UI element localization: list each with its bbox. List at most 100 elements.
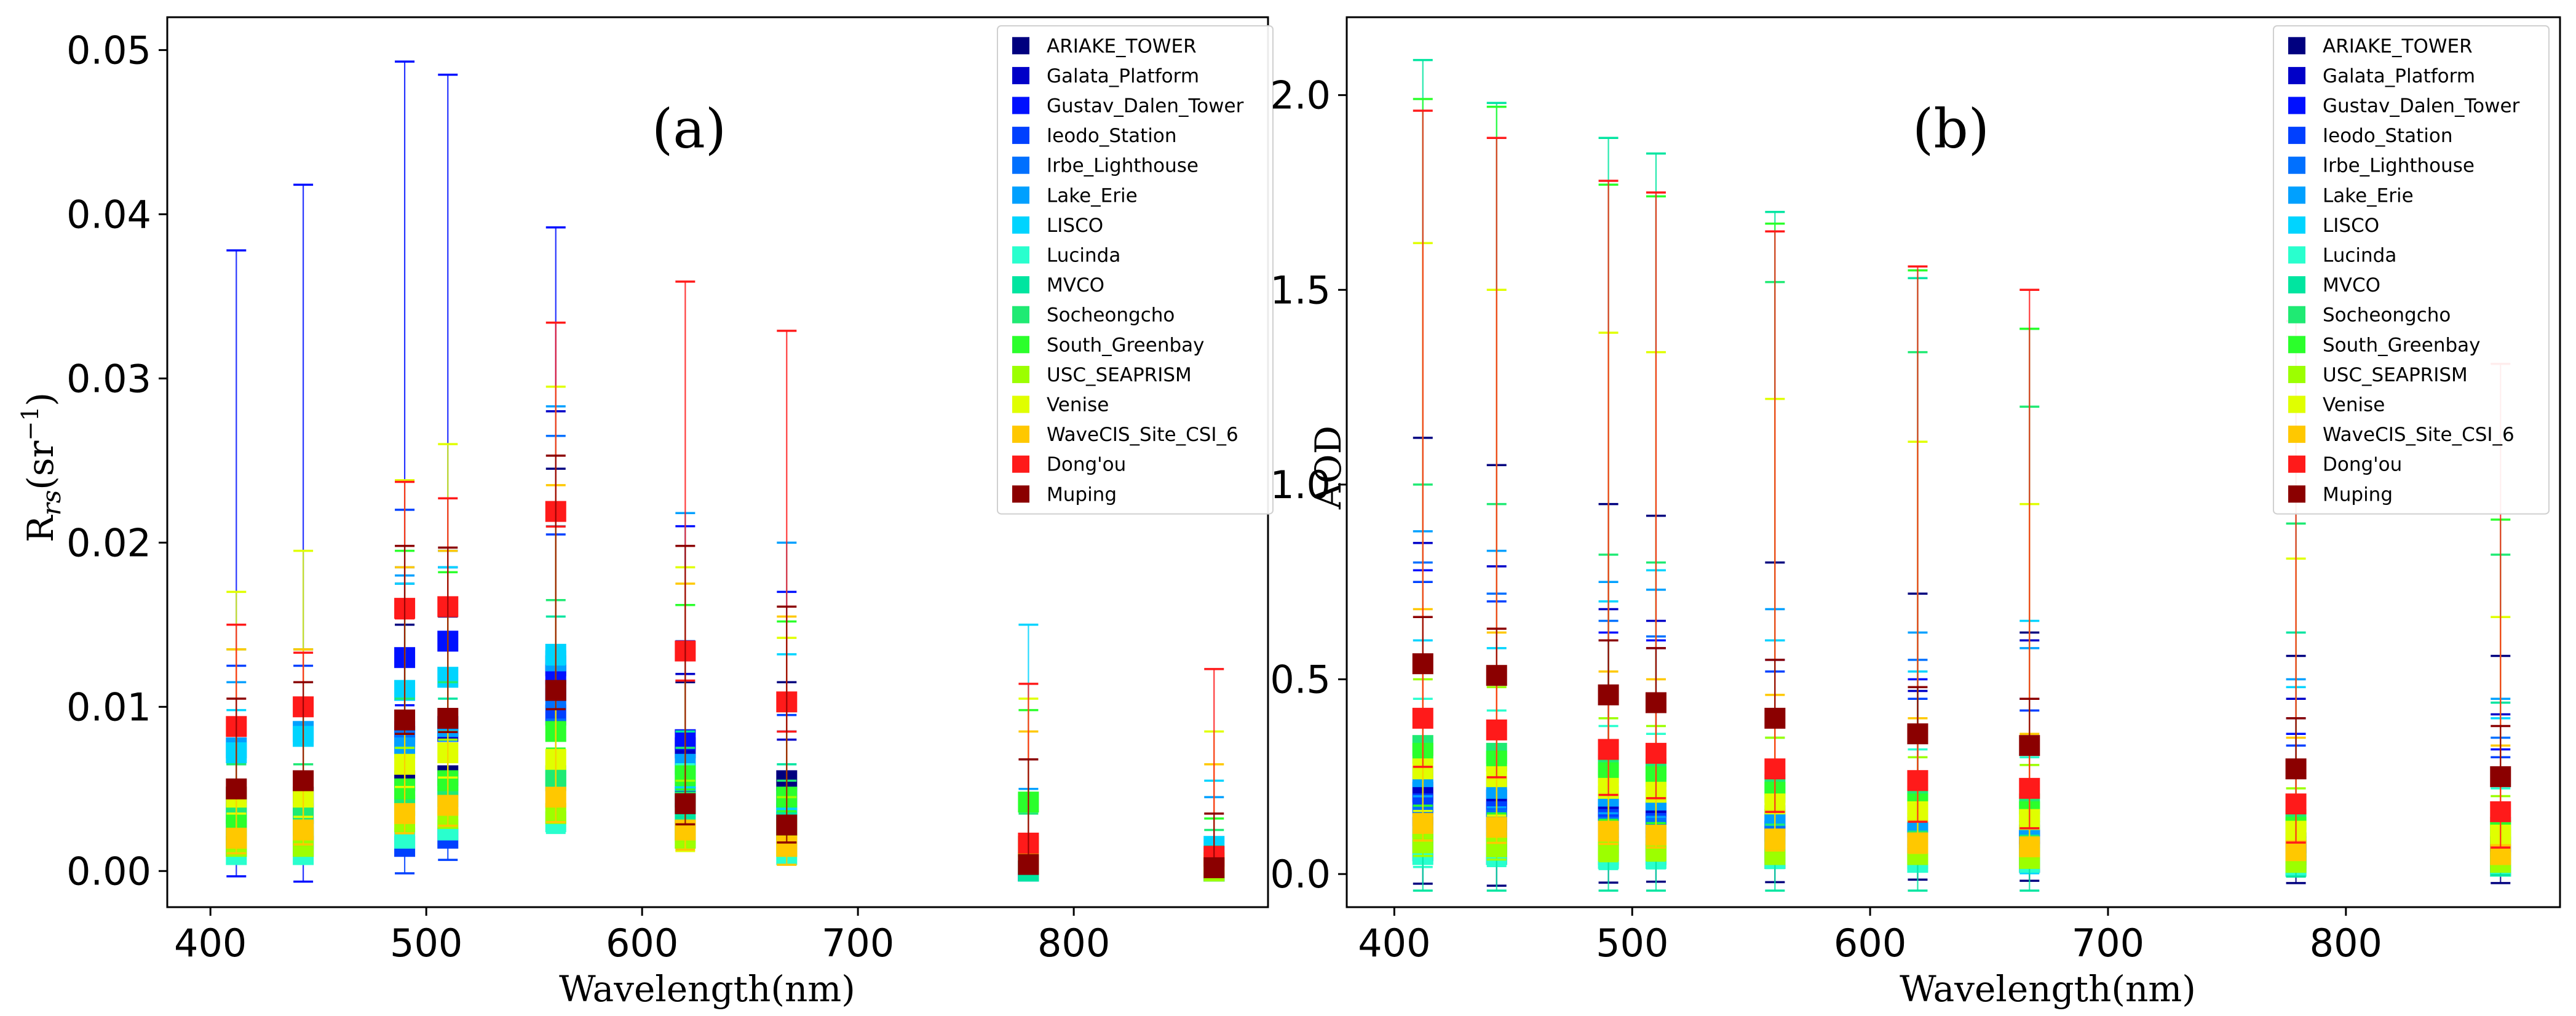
panel-b-x-tick-label: 400 <box>1358 921 1430 966</box>
legend-label: USC_SEAPRISM <box>2323 364 2468 386</box>
legend-label: South_Greenbay <box>1047 334 1205 356</box>
legend-swatch <box>2288 156 2305 174</box>
panel-b-legend-item: ARIAKE_TOWER <box>2288 35 2473 57</box>
panel-a-legend-item: Ieodo_Station <box>1012 125 1177 147</box>
legend-label: LISCO <box>2323 215 2379 237</box>
panel-a-legend-item: Galata_Platform <box>1012 65 1199 87</box>
data-point <box>1598 739 1619 760</box>
data-point <box>394 709 416 731</box>
legend-label: Galata_Platform <box>1047 65 1199 87</box>
panel-a-x-tick-label: 800 <box>1037 921 1110 966</box>
legend-label: USC_SEAPRISM <box>1047 364 1192 386</box>
legend-label: ARIAKE_TOWER <box>1047 35 1197 57</box>
data-point <box>1764 707 1786 729</box>
legend-swatch <box>1012 97 1029 114</box>
legend-label: ARIAKE_TOWER <box>2323 35 2473 57</box>
panel-a-y-tick-label: 0.01 <box>66 685 151 729</box>
data-point <box>1907 723 1928 745</box>
data-point <box>2285 758 2307 780</box>
panel-b-x-tick-label: 700 <box>2072 921 2144 966</box>
panel-a-legend-item: Irbe_Lighthouse <box>1012 155 1199 177</box>
panel-a-legend-item: LISCO <box>1012 215 1103 237</box>
data-point <box>1412 707 1433 729</box>
legend-swatch <box>1012 336 1029 354</box>
panel-a-legend-item: Lake_Erie <box>1012 185 1138 207</box>
data-point <box>1412 653 1433 675</box>
legend-swatch <box>2288 37 2305 55</box>
panel-b-y-tick-label: 0.5 <box>1270 657 1331 702</box>
data-point <box>2019 836 2040 857</box>
panel-a-legend-item: Dong'ou <box>1012 454 1126 476</box>
legend-label: Dong'ou <box>1047 454 1126 476</box>
panel-b-legend-item: South_Greenbay <box>2288 334 2481 356</box>
panel-a-legend-item: Socheongcho <box>1012 304 1175 327</box>
panel-b-legend-item: Dong'ou <box>2288 454 2402 476</box>
panel-a-y-tick-label: 0.00 <box>66 849 151 894</box>
panel-b-legend-item: Galata_Platform <box>2288 65 2475 87</box>
legend-swatch <box>1012 395 1029 413</box>
legend-label: Galata_Platform <box>2323 65 2475 87</box>
panel-a-y-tick-label: 0.04 <box>66 192 151 237</box>
data-point <box>545 680 566 701</box>
panel-a-legend-item: Lucinda <box>1012 245 1120 267</box>
legend-label: Gustav_Dalen_Tower <box>1047 95 1244 117</box>
legend-swatch <box>1012 37 1029 55</box>
data-point <box>2285 793 2307 815</box>
legend-swatch <box>1012 306 1029 323</box>
data-point <box>545 787 566 808</box>
legend-label: Muping <box>1047 483 1117 506</box>
panel-b-y-tick-label: 1.0 <box>1270 462 1331 507</box>
panel-b-legend-item: Ieodo_Station <box>2288 125 2453 147</box>
panel-b-x-tick-label: 500 <box>1596 921 1668 966</box>
panel-a-legend-item: South_Greenbay <box>1012 334 1205 356</box>
data-point <box>1764 828 1786 850</box>
legend-swatch <box>1012 127 1029 145</box>
panel-b-y-tick-label: 1.5 <box>1270 268 1331 312</box>
data-point <box>2019 777 2040 799</box>
legend-swatch <box>1012 66 1029 84</box>
legend-swatch <box>2288 246 2305 264</box>
legend-swatch <box>1012 186 1029 204</box>
panel-b-y-axis-title: AOD <box>1307 426 1349 510</box>
data-point <box>675 793 696 814</box>
legend-swatch <box>2288 485 2305 503</box>
data-point <box>394 803 416 824</box>
data-point <box>2490 766 2511 787</box>
legend-label: Lake_Erie <box>1047 185 1138 207</box>
panel-a-legend-item: MVCO <box>1012 274 1104 296</box>
panel-a-y-axis-title-main: R <box>20 514 61 542</box>
legend-swatch <box>2288 395 2305 413</box>
legend-label: Gustav_Dalen_Tower <box>2323 95 2520 117</box>
panel-a-y-axis-title-exp: −1 <box>17 407 44 441</box>
panel-b-y-tick-label: 2.0 <box>1270 73 1331 118</box>
legend-label: Socheongcho <box>1047 304 1175 327</box>
panel-a-marks <box>226 60 1225 883</box>
panel-b-legend-item: WaveCIS_Site_CSI_6 <box>2288 424 2515 446</box>
panel-b-legend: ARIAKE_TOWER Galata_Platform Gustav_Dalen_… <box>2273 25 2550 515</box>
panel-a-x-tick-label: 500 <box>390 921 462 966</box>
legend-label: Venise <box>1047 394 1109 416</box>
legend-swatch <box>1012 156 1029 174</box>
panel-b-x-axis-title: Wavelength(nm) <box>1900 968 2196 1010</box>
panel-b-legend-item: Lake_Erie <box>2288 185 2414 207</box>
legend-swatch <box>1012 485 1029 503</box>
legend-label: South_Greenbay <box>2323 334 2481 356</box>
panel-a-legend-item: Gustav_Dalen_Tower <box>1012 95 1244 117</box>
legend-label: Lucinda <box>2323 245 2396 267</box>
panel-b-ticks: 400 500 600 700 800 0.0 0.5 1.0 1.5 2.0 <box>1270 73 2382 966</box>
panel-a-x-tick-label: 400 <box>174 921 247 966</box>
data-point <box>1486 817 1507 838</box>
panel-b-legend-item: Venise <box>2288 394 2385 416</box>
panel-a-series-muping <box>226 454 1225 878</box>
panel-b-legend-item: USC_SEAPRISM <box>2288 364 2468 386</box>
data-point <box>1412 812 1433 834</box>
legend-label: Irbe_Lighthouse <box>2323 155 2475 177</box>
panel-a-legend-item: Muping <box>1012 483 1117 506</box>
legend-swatch <box>2288 455 2305 473</box>
legend-label: LISCO <box>1047 215 1103 237</box>
panel-b-frame <box>1345 16 2561 908</box>
panel-a-x-tick-label: 600 <box>606 921 678 966</box>
legend-label: WaveCIS_Site_CSI_6 <box>1047 424 1238 446</box>
data-point <box>1598 684 1619 705</box>
